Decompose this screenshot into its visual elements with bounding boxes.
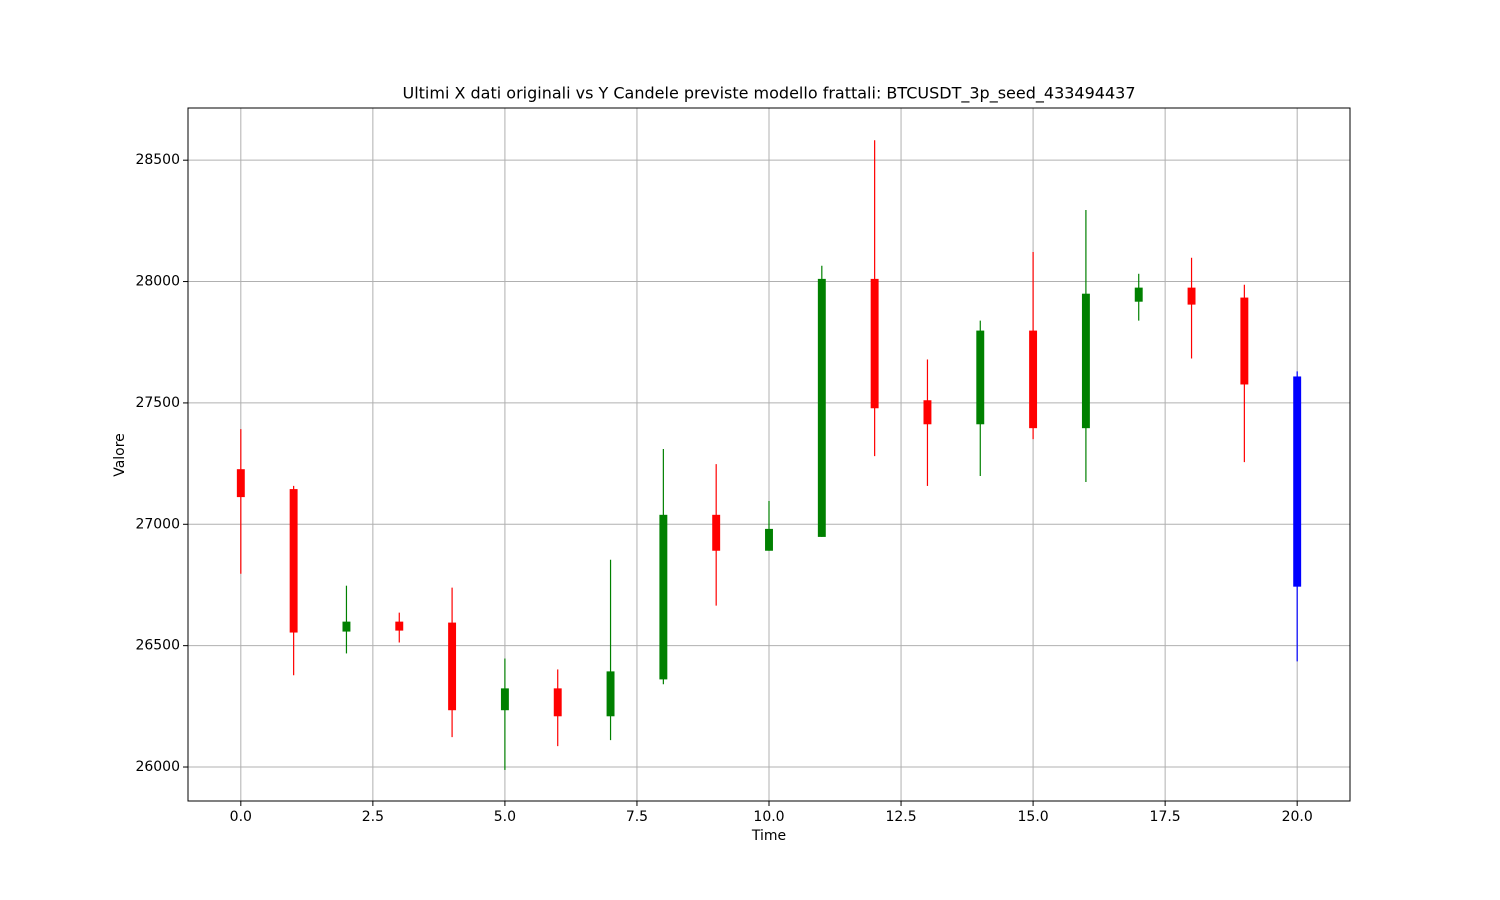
candle-body bbox=[342, 621, 351, 632]
candle-body bbox=[765, 528, 773, 551]
candle-body bbox=[659, 514, 668, 680]
y-tick-label: 27500 bbox=[135, 395, 180, 411]
x-tick-label: 2.5 bbox=[362, 809, 384, 825]
candle-body bbox=[1029, 330, 1038, 429]
candle-body bbox=[1240, 297, 1249, 385]
candle-body bbox=[448, 622, 457, 711]
candle-body bbox=[606, 671, 615, 717]
y-tick-label: 26500 bbox=[135, 638, 180, 654]
x-tick-label: 5.0 bbox=[494, 809, 516, 825]
y-tick-label: 28500 bbox=[135, 152, 180, 168]
x-tick-label: 17.5 bbox=[1150, 809, 1181, 825]
candle-body bbox=[923, 400, 932, 425]
x-axis-label: Time bbox=[751, 828, 786, 844]
candle-body bbox=[1081, 293, 1090, 429]
candle-body bbox=[289, 489, 298, 633]
x-tick-label: 7.5 bbox=[626, 809, 648, 825]
x-tick-label: 20.0 bbox=[1282, 809, 1313, 825]
candle-body bbox=[236, 469, 245, 498]
candle-body bbox=[712, 514, 721, 551]
x-tick-label: 0.0 bbox=[230, 809, 252, 825]
x-tick-label: 15.0 bbox=[1018, 809, 1049, 825]
y-tick-label: 28000 bbox=[135, 274, 180, 290]
candle-body bbox=[1134, 287, 1143, 302]
candle-body bbox=[553, 688, 562, 717]
candle-body bbox=[1293, 376, 1302, 587]
candle-body bbox=[395, 621, 404, 631]
x-tick-label: 10.0 bbox=[753, 809, 784, 825]
candle-body bbox=[817, 278, 826, 537]
y-axis-label: Valore bbox=[112, 433, 128, 477]
y-tick-label: 27000 bbox=[135, 516, 180, 532]
chart-title: Ultimi X dati originali vs Y Candele pre… bbox=[402, 84, 1135, 104]
x-tick-label: 12.5 bbox=[885, 809, 916, 825]
y-tick-label: 26000 bbox=[135, 759, 180, 775]
candle-body bbox=[1187, 287, 1196, 305]
plot-frame bbox=[187, 107, 1351, 802]
candle-body bbox=[870, 278, 879, 409]
candle-body bbox=[500, 688, 509, 711]
candle-body bbox=[976, 330, 985, 425]
